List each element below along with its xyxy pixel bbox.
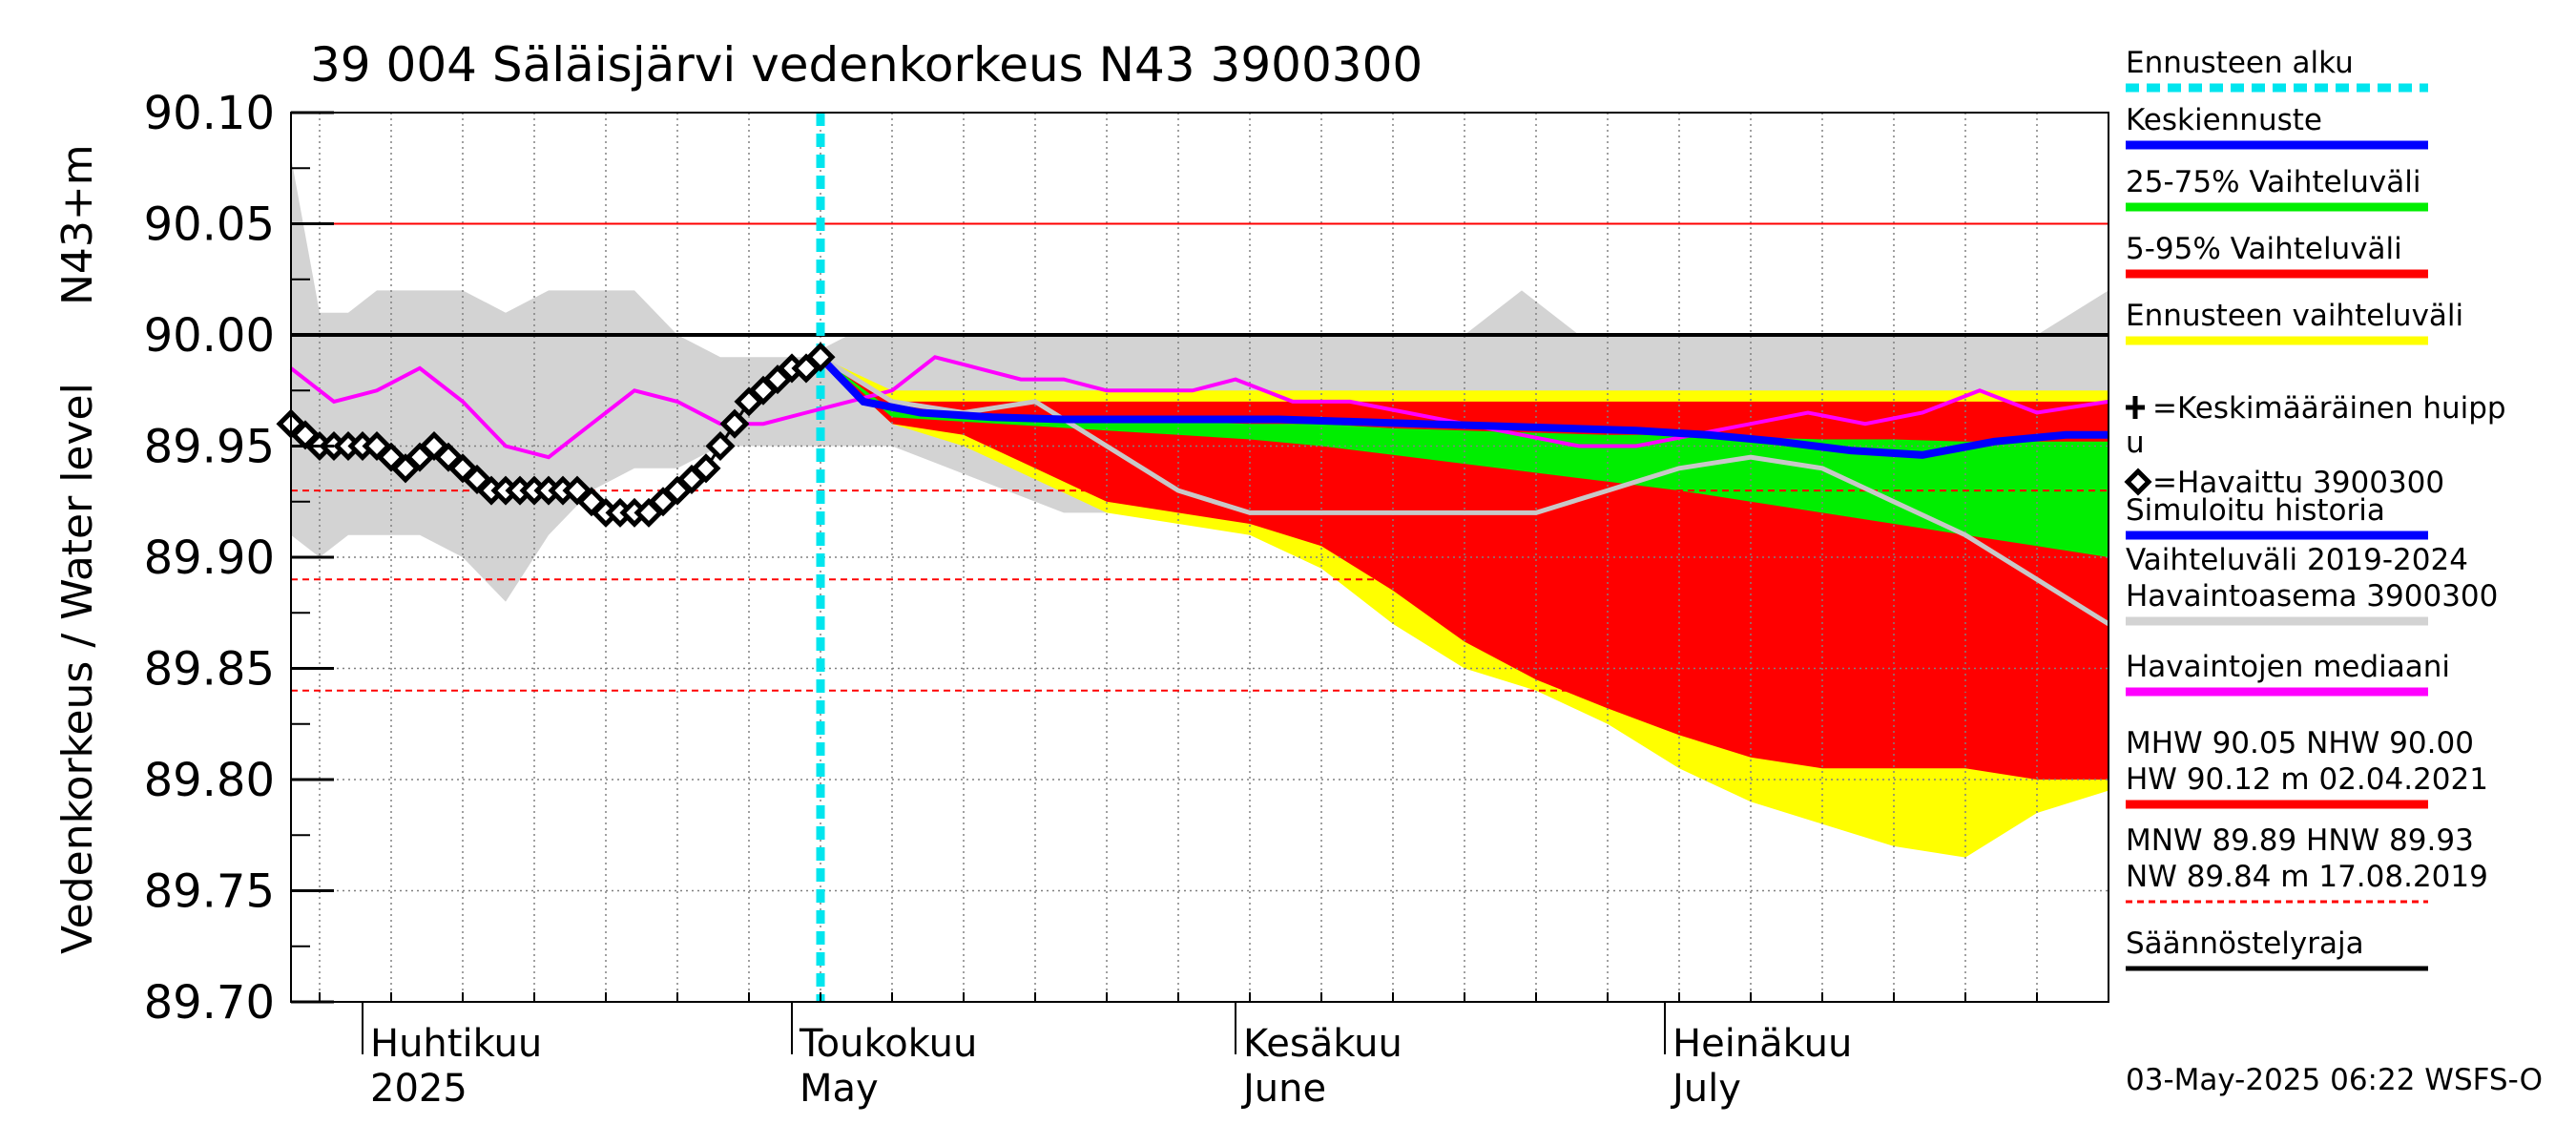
x-month-label-fi: Heinäkuu xyxy=(1672,1022,1852,1066)
legend-item: Ennusteen alku xyxy=(2126,46,2428,93)
timestamp-footer: 03-May-2025 06:22 WSFS-O xyxy=(2126,1063,2543,1097)
legend-diamond-marker xyxy=(2124,468,2152,496)
legend-label: =Keskimääräinen huipp xyxy=(2152,391,2506,426)
legend-item: 25-75% Vaihteluväli xyxy=(2126,165,2428,212)
legend-label: Havaintojen mediaani xyxy=(2126,650,2450,684)
legend-item: 5-95% Vaihteluväli xyxy=(2126,232,2428,279)
legend-label: Keskiennuste xyxy=(2126,103,2322,137)
legend-label: =Havaittu 3900300 xyxy=(2152,466,2444,500)
y-tick-label: 89.85 xyxy=(144,643,275,697)
observed-point xyxy=(691,453,721,484)
y-tick-label: 90.05 xyxy=(144,198,275,252)
legend-label: Ennusteen vaihteluväli xyxy=(2126,299,2463,333)
y-tick-label: 89.80 xyxy=(144,754,275,807)
y-axis-label: Vedenkorkeus / Water level xyxy=(53,383,102,954)
plot-area xyxy=(276,112,2110,1002)
legend-item: Keskiennuste xyxy=(2126,103,2428,150)
y-tick-label: 89.95 xyxy=(144,421,275,474)
x-month-label-fi: Toukokuu xyxy=(799,1022,977,1066)
legend-label: Ennusteen alku xyxy=(2126,46,2354,80)
legend: Ennusteen alku Keskiennuste 25-75% Vaihtel… xyxy=(2124,46,2506,971)
y-tick-label: 90.10 xyxy=(144,87,275,140)
x-month-label-en: June xyxy=(1240,1067,1326,1111)
legend-label-cont: NW 89.84 m 17.08.2019 xyxy=(2126,860,2488,894)
y-tick-label: 89.70 xyxy=(144,976,275,1030)
legend-item: =Havaittu 3900300 xyxy=(2124,466,2444,500)
observed-point xyxy=(805,342,836,372)
legend-item: Vaihteluväli 2019-2024 Havaintoasema 390… xyxy=(2126,543,2498,626)
y-tick-label: 89.90 xyxy=(144,531,275,585)
x-month-label-en: 2025 xyxy=(370,1067,467,1111)
legend-label: 5-95% Vaihteluväli xyxy=(2126,232,2402,266)
x-month-label-en: July xyxy=(1670,1067,1741,1111)
legend-label-cont: Havaintoasema 3900300 xyxy=(2126,579,2498,614)
axes: 90.10 90.05 90.00 89.95 89.90 89.85 89.80 89.75… xyxy=(144,87,2109,1111)
x-month-label-fi: Huhtikuu xyxy=(370,1022,542,1066)
legend-plus-marker xyxy=(2126,396,2145,419)
legend-item: Ennusteen vaihteluväli xyxy=(2126,299,2463,345)
legend-label: 25-75% Vaihteluväli xyxy=(2126,165,2421,199)
legend-label: Vaihteluväli 2019-2024 xyxy=(2126,543,2468,577)
observed-point xyxy=(705,430,736,462)
chart-title: 39 004 Säläisjärvi vedenkorkeus N43 3900… xyxy=(310,37,1423,93)
x-month-label-en: May xyxy=(800,1067,879,1111)
legend-label: Simuloitu historia xyxy=(2126,493,2385,528)
legend-label: MNW 89.89 HNW 89.93 xyxy=(2126,823,2474,858)
legend-label: Säännöstelyraja xyxy=(2126,926,2364,961)
legend-label-cont: u xyxy=(2126,426,2145,460)
y-tick-label: 89.75 xyxy=(144,865,275,919)
observed-point xyxy=(719,408,750,439)
median-series-line xyxy=(289,355,2109,460)
legend-item: Havaintojen mediaani xyxy=(2126,650,2450,697)
legend-label: MHW 90.05 NHW 90.00 xyxy=(2126,726,2474,760)
legend-label-cont: HW 90.12 m 02.04.2021 xyxy=(2126,762,2488,797)
legend-item: Säännöstelyraja xyxy=(2126,926,2428,971)
simulated-history-line xyxy=(819,355,2110,627)
x-month-label-fi: Kesäkuu xyxy=(1243,1022,1402,1066)
legend-item: Simuloitu historia xyxy=(2126,493,2428,540)
y-axis-unit-label: N43+m xyxy=(53,144,102,305)
forecast-mean-line xyxy=(818,354,2109,459)
y-tick-label: 90.00 xyxy=(144,309,275,363)
